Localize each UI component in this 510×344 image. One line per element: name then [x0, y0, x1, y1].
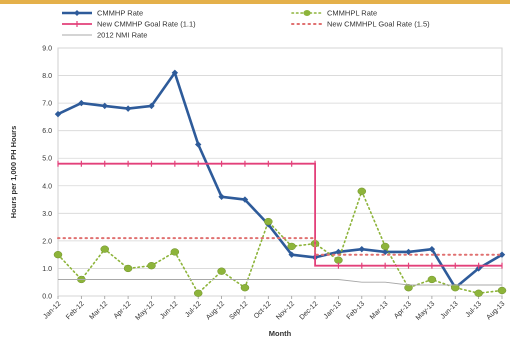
series-cmmhpl-rate	[53, 187, 507, 297]
data-point	[497, 286, 507, 295]
x-tick-label: Aug-12	[205, 300, 226, 321]
y-tick-label: 8.0	[42, 73, 52, 80]
data-point	[451, 284, 460, 292]
x-tick-label: Feb-13	[346, 300, 367, 321]
legend-item: New CMMHP Goal Rate (1.1)	[62, 20, 196, 29]
data-point	[147, 262, 156, 270]
legend-marker	[303, 10, 311, 16]
x-tick-label: Jul-13	[465, 300, 484, 319]
data-point	[498, 251, 506, 258]
x-tick-label: Jan-12	[42, 300, 62, 320]
data-point	[264, 217, 273, 226]
data-point	[288, 251, 295, 258]
data-point	[193, 289, 203, 297]
y-tick-label: 6.0	[42, 128, 52, 135]
data-point	[474, 289, 483, 297]
x-tick-label: Sep-12	[228, 300, 249, 321]
data-point	[101, 102, 108, 110]
plot-area	[57, 47, 503, 297]
data-point	[358, 245, 365, 253]
data-point	[100, 245, 109, 253]
legend-label: 2012 NMI Rate	[97, 31, 147, 40]
data-point	[217, 267, 226, 275]
x-tick-label: Mar-12	[89, 300, 110, 321]
x-tick-label: Feb-12	[65, 300, 86, 321]
data-point	[404, 284, 413, 292]
legend-item: CMMHPL Rate	[291, 9, 377, 18]
x-axis-title: Month	[269, 329, 292, 338]
series-new-cmmhpl-goal-rate-1-5	[57, 237, 503, 256]
y-axis-title: Hours per 1,000 PH Hours	[9, 126, 18, 219]
data-point	[78, 99, 85, 107]
y-tick-label: 9.0	[42, 46, 52, 53]
legend-label: New CMMHPL Goal Rate (1.5)	[327, 20, 430, 29]
legend-label: CMMHP Rate	[97, 9, 143, 18]
axes: Hours per 1,000 PH Hours Month 0.0 1.0 2.0…	[9, 46, 506, 339]
x-tick-label: May-12	[134, 300, 156, 322]
legend: CMMHP Rate CMMHPL Rate New CMMHP Goal Rate…	[62, 9, 430, 40]
x-tick-label: Apr-12	[113, 300, 133, 320]
x-tick-label: Oct-12	[253, 300, 273, 320]
legend-marker	[74, 10, 80, 16]
y-tick-label: 5.0	[42, 156, 52, 163]
legend-label: New CMMHP Goal Rate (1.1)	[97, 20, 196, 29]
x-tick-label: Jul-12	[184, 300, 203, 319]
y-tick-label: 7.0	[42, 101, 52, 108]
x-tick-label: May-13	[415, 300, 437, 322]
data-point	[287, 242, 296, 251]
y-tick-label: 4.0	[42, 183, 52, 190]
series-new-cmmhp-goal-rate-1-1	[57, 160, 503, 269]
data-point	[171, 69, 179, 76]
series-cmmhp-rate	[54, 69, 506, 291]
x-tick-label: Jun-12	[159, 300, 179, 320]
series-line	[58, 162, 502, 267]
series	[53, 69, 507, 297]
series-line	[57, 237, 503, 256]
legend-item: New CMMHPL Goal Rate (1.5)	[291, 20, 430, 29]
x-tick-label: Dec-12	[299, 300, 320, 321]
x-tick-label: Jan-13	[323, 300, 343, 320]
data-point	[148, 102, 155, 110]
legend-label: CMMHPL Rate	[327, 9, 377, 18]
y-tick-label: 2.0	[42, 238, 52, 245]
data-point	[240, 284, 250, 292]
top-accent-bar	[0, 0, 510, 4]
y-tick-label: 1.0	[42, 266, 52, 273]
x-tick-label: Jun-13	[440, 300, 460, 320]
data-point	[195, 141, 202, 148]
series-line	[58, 279, 502, 286]
data-point	[357, 187, 367, 195]
legend-item: CMMHP Rate	[62, 9, 143, 18]
data-point	[405, 248, 412, 256]
data-point	[123, 264, 133, 273]
data-point	[334, 256, 343, 264]
data-point	[170, 248, 180, 256]
data-point	[380, 242, 390, 251]
data-point	[241, 196, 249, 203]
series-line	[57, 71, 503, 289]
y-tick-label: 0.0	[42, 294, 52, 301]
x-tick-label: Nov-12	[275, 300, 296, 321]
y-tick-label: 3.0	[42, 211, 52, 218]
x-tick-label: Apr-13	[393, 300, 413, 320]
data-point	[54, 110, 62, 118]
x-tick-label: Mar-13	[369, 300, 390, 321]
data-point	[124, 105, 132, 112]
data-point	[427, 275, 437, 284]
legend-item: 2012 NMI Rate	[62, 31, 147, 40]
gridlines	[57, 47, 503, 299]
data-point	[53, 251, 63, 259]
data-point	[218, 193, 225, 200]
x-tick-label: Aug-13	[485, 300, 506, 321]
series-2012-nmi-rate	[58, 279, 502, 286]
data-point	[428, 245, 436, 253]
